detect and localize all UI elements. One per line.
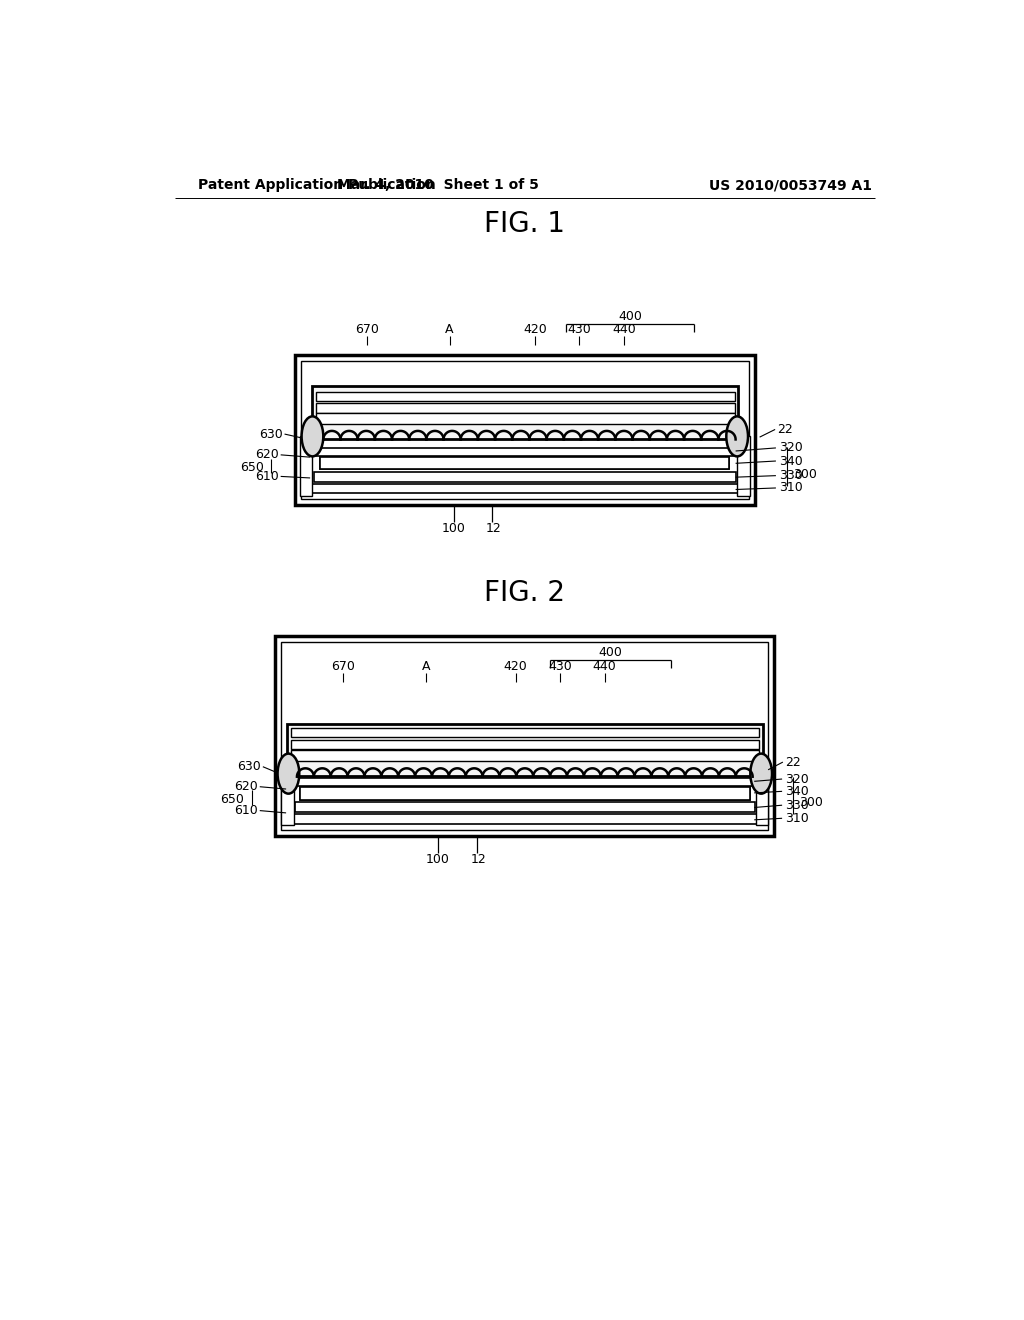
Bar [464,788,484,800]
Bar [617,457,636,470]
Ellipse shape [278,754,299,793]
Bar [291,739,759,748]
Text: 340: 340 [779,454,803,467]
Text: 610: 610 [255,470,280,483]
Bar [627,788,647,800]
Bar [300,788,750,800]
Text: 630: 630 [259,428,283,441]
Text: 12: 12 [486,521,502,535]
Text: 620: 620 [255,449,280,462]
Bar [321,457,729,470]
Bar [505,788,525,800]
Bar [295,355,755,506]
Text: 22: 22 [777,422,794,436]
Bar [394,457,414,470]
Bar [295,803,755,812]
Text: 630: 630 [238,760,261,774]
Text: 100: 100 [426,853,450,866]
Text: 310: 310 [785,812,809,825]
Bar [668,788,688,800]
Ellipse shape [302,416,324,457]
Bar [432,457,451,470]
Bar [469,457,487,470]
Text: FIG. 2: FIG. 2 [484,579,565,607]
Bar [655,457,674,470]
Text: A: A [422,660,431,673]
Text: Mar. 4, 2010  Sheet 1 of 5: Mar. 4, 2010 Sheet 1 of 5 [337,178,539,193]
Text: 330: 330 [785,799,809,812]
Bar [312,387,738,438]
Bar [282,642,768,830]
Bar [756,766,768,825]
Text: 420: 420 [504,660,527,673]
Bar [296,779,754,785]
Bar [287,723,763,776]
Bar [737,436,750,496]
Text: Patent Application Publication: Patent Application Publication [198,178,435,193]
Bar [314,471,735,482]
Bar [382,788,402,800]
Bar [300,788,321,800]
Bar [291,729,759,738]
Text: 670: 670 [332,660,355,673]
Text: 100: 100 [441,521,466,535]
Bar [291,814,759,824]
Bar [275,636,774,836]
Text: 620: 620 [234,780,258,793]
Text: A: A [445,323,454,335]
Text: 300: 300 [793,467,817,480]
Ellipse shape [726,416,748,457]
Text: US 2010/0053749 A1: US 2010/0053749 A1 [710,178,872,193]
Text: 330: 330 [779,469,803,482]
Bar [315,392,735,401]
Text: 320: 320 [779,441,803,454]
Bar [586,788,606,800]
Text: 440: 440 [593,660,616,673]
Text: 650: 650 [240,462,263,474]
Bar [545,788,565,800]
Bar [581,457,599,470]
Bar [321,457,339,470]
Bar [300,436,312,496]
Bar [310,484,739,494]
Bar [506,457,524,470]
Bar [315,404,735,412]
Text: 310: 310 [779,482,803,495]
Text: 400: 400 [618,310,642,323]
Text: 610: 610 [234,804,258,817]
Bar [321,457,729,470]
Bar [544,457,562,470]
Bar [709,788,729,800]
Text: 340: 340 [785,785,809,797]
Text: 430: 430 [567,323,591,335]
Text: 670: 670 [354,323,379,335]
Text: 650: 650 [220,792,245,805]
Text: FIG. 1: FIG. 1 [484,210,565,238]
Text: 12: 12 [470,853,486,866]
Text: 430: 430 [549,660,572,673]
Text: 320: 320 [785,772,809,785]
Bar [282,766,294,825]
Text: 22: 22 [785,755,801,768]
Bar [357,457,376,470]
Bar [316,447,733,455]
Text: 400: 400 [598,647,622,659]
Text: 420: 420 [523,323,547,335]
Bar [301,360,749,499]
Bar [300,788,750,800]
Ellipse shape [751,754,772,793]
Text: 300: 300 [799,796,823,809]
Bar [423,788,443,800]
Bar [692,457,711,470]
Bar [315,413,735,424]
Text: 440: 440 [612,323,636,335]
Bar [341,788,361,800]
Bar [291,750,759,760]
